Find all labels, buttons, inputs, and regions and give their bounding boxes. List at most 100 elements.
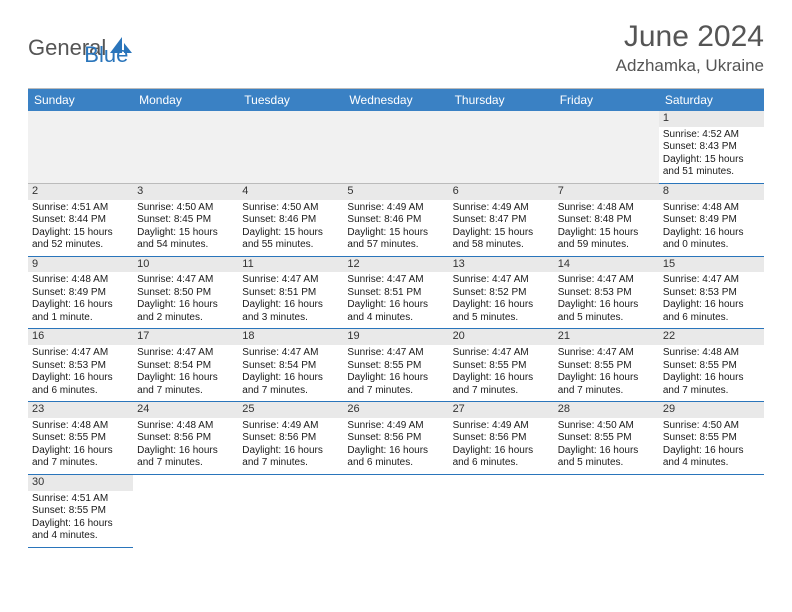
day-info: Sunrise: 4:47 AMSunset: 8:52 PMDaylight:… bbox=[453, 274, 550, 324]
day-number: 30 bbox=[28, 475, 133, 491]
calendar-cell: 16 Sunrise: 4:47 AMSunset: 8:53 PMDayligh… bbox=[28, 329, 133, 402]
location-label: Adzhamka, Ukraine bbox=[616, 56, 764, 76]
day-info: Sunrise: 4:50 AMSunset: 8:45 PMDaylight:… bbox=[137, 202, 234, 252]
day-info: Sunrise: 4:47 AMSunset: 8:53 PMDaylight:… bbox=[558, 274, 655, 324]
day-info: Sunrise: 4:49 AMSunset: 8:56 PMDaylight:… bbox=[347, 420, 444, 470]
day-number: 6 bbox=[449, 184, 554, 200]
day-number: 29 bbox=[659, 402, 764, 418]
calendar-cell: 25 Sunrise: 4:49 AMSunset: 8:56 PMDayligh… bbox=[238, 402, 343, 475]
day-info: Sunrise: 4:51 AMSunset: 8:55 PMDaylight:… bbox=[32, 493, 129, 543]
day-info: Sunrise: 4:48 AMSunset: 8:49 PMDaylight:… bbox=[32, 274, 129, 324]
calendar-cell: 23 Sunrise: 4:48 AMSunset: 8:55 PMDayligh… bbox=[28, 402, 133, 475]
day-number: 9 bbox=[28, 257, 133, 273]
day-info: Sunrise: 4:48 AMSunset: 8:55 PMDaylight:… bbox=[663, 347, 760, 397]
calendar-cell: 11Sunrise: 4:47 AMSunset: 8:51 PMDayligh… bbox=[238, 257, 343, 330]
calendar-cell-empty bbox=[554, 111, 659, 184]
day-info: Sunrise: 4:48 AMSunset: 8:48 PMDaylight:… bbox=[558, 202, 655, 252]
day-number: 24 bbox=[133, 402, 238, 418]
calendar-cell: 22 Sunrise: 4:48 AMSunset: 8:55 PMDayligh… bbox=[659, 329, 764, 402]
day-number: 26 bbox=[343, 402, 448, 418]
calendar-cell: 3 Sunrise: 4:50 AMSunset: 8:45 PMDaylight… bbox=[133, 184, 238, 257]
calendar-cell: 9Sunrise: 4:48 AMSunset: 8:49 PMDaylight… bbox=[28, 257, 133, 330]
day-info: Sunrise: 4:48 AMSunset: 8:49 PMDaylight:… bbox=[663, 202, 760, 252]
day-info: Sunrise: 4:49 AMSunset: 8:56 PMDaylight:… bbox=[453, 420, 550, 470]
day-number: 10 bbox=[133, 257, 238, 273]
weekday-saturday: Saturday bbox=[659, 89, 764, 111]
calendar-cell: 7 Sunrise: 4:48 AMSunset: 8:48 PMDaylight… bbox=[554, 184, 659, 257]
day-number: 21 bbox=[554, 329, 659, 345]
calendar-cell: 8 Sunrise: 4:48 AMSunset: 8:49 PMDaylight… bbox=[659, 184, 764, 257]
calendar-cell: 12Sunrise: 4:47 AMSunset: 8:51 PMDayligh… bbox=[343, 257, 448, 330]
calendar-cell: 17 Sunrise: 4:47 AMSunset: 8:54 PMDayligh… bbox=[133, 329, 238, 402]
day-number: 12 bbox=[343, 257, 448, 273]
day-number: 16 bbox=[28, 329, 133, 345]
logo: General Blue bbox=[28, 28, 128, 68]
calendar-cell: 27 Sunrise: 4:49 AMSunset: 8:56 PMDayligh… bbox=[449, 402, 554, 475]
calendar-cell: 15Sunrise: 4:47 AMSunset: 8:53 PMDayligh… bbox=[659, 257, 764, 330]
calendar-cell-empty bbox=[133, 111, 238, 184]
calendar-cell: 26 Sunrise: 4:49 AMSunset: 8:56 PMDayligh… bbox=[343, 402, 448, 475]
weekday-tuesday: Tuesday bbox=[238, 89, 343, 111]
day-number: 11 bbox=[238, 257, 343, 273]
day-info: Sunrise: 4:47 AMSunset: 8:54 PMDaylight:… bbox=[137, 347, 234, 397]
calendar-cell: 28 Sunrise: 4:50 AMSunset: 8:55 PMDayligh… bbox=[554, 402, 659, 475]
day-info: Sunrise: 4:47 AMSunset: 8:51 PMDaylight:… bbox=[347, 274, 444, 324]
calendar-cell-empty bbox=[343, 111, 448, 184]
day-number: 19 bbox=[343, 329, 448, 345]
day-number: 15 bbox=[659, 257, 764, 273]
calendar-cell: 29 Sunrise: 4:50 AMSunset: 8:55 PMDayligh… bbox=[659, 402, 764, 475]
weekday-wednesday: Wednesday bbox=[343, 89, 448, 111]
day-number: 18 bbox=[238, 329, 343, 345]
calendar-grid: 1 Sunrise: 4:52 AMSunset: 8:43 PMDaylight… bbox=[28, 111, 764, 548]
day-number: 22 bbox=[659, 329, 764, 345]
day-info: Sunrise: 4:47 AMSunset: 8:54 PMDaylight:… bbox=[242, 347, 339, 397]
day-number: 25 bbox=[238, 402, 343, 418]
day-info: Sunrise: 4:50 AMSunset: 8:46 PMDaylight:… bbox=[242, 202, 339, 252]
calendar-cell: 24 Sunrise: 4:48 AMSunset: 8:56 PMDayligh… bbox=[133, 402, 238, 475]
day-number: 8 bbox=[659, 184, 764, 200]
calendar-cell: 10Sunrise: 4:47 AMSunset: 8:50 PMDayligh… bbox=[133, 257, 238, 330]
day-number: 13 bbox=[449, 257, 554, 273]
calendar-cell: 13Sunrise: 4:47 AMSunset: 8:52 PMDayligh… bbox=[449, 257, 554, 330]
day-info: Sunrise: 4:48 AMSunset: 8:56 PMDaylight:… bbox=[137, 420, 234, 470]
day-number: 3 bbox=[133, 184, 238, 200]
calendar-cell: 4 Sunrise: 4:50 AMSunset: 8:46 PMDaylight… bbox=[238, 184, 343, 257]
day-number: 28 bbox=[554, 402, 659, 418]
day-info: Sunrise: 4:50 AMSunset: 8:55 PMDaylight:… bbox=[663, 420, 760, 470]
day-number: 14 bbox=[554, 257, 659, 273]
weekday-sunday: Sunday bbox=[28, 89, 133, 111]
day-number: 7 bbox=[554, 184, 659, 200]
calendar-cell: 18 Sunrise: 4:47 AMSunset: 8:54 PMDayligh… bbox=[238, 329, 343, 402]
day-info: Sunrise: 4:49 AMSunset: 8:47 PMDaylight:… bbox=[453, 202, 550, 252]
calendar-cell: 6 Sunrise: 4:49 AMSunset: 8:47 PMDaylight… bbox=[449, 184, 554, 257]
day-info: Sunrise: 4:47 AMSunset: 8:55 PMDaylight:… bbox=[558, 347, 655, 397]
day-info: Sunrise: 4:47 AMSunset: 8:55 PMDaylight:… bbox=[347, 347, 444, 397]
day-number: 1 bbox=[659, 111, 764, 127]
day-number: 23 bbox=[28, 402, 133, 418]
weekday-friday: Friday bbox=[554, 89, 659, 111]
calendar-cell: 19 Sunrise: 4:47 AMSunset: 8:55 PMDayligh… bbox=[343, 329, 448, 402]
page-title: June 2024 bbox=[616, 20, 764, 54]
calendar-cell: 1 Sunrise: 4:52 AMSunset: 8:43 PMDaylight… bbox=[659, 111, 764, 184]
day-number: 5 bbox=[343, 184, 448, 200]
calendar-cell: 30 Sunrise: 4:51 AMSunset: 8:55 PMDayligh… bbox=[28, 475, 133, 548]
day-info: Sunrise: 4:52 AMSunset: 8:43 PMDaylight:… bbox=[663, 129, 760, 179]
day-info: Sunrise: 4:50 AMSunset: 8:55 PMDaylight:… bbox=[558, 420, 655, 470]
calendar-cell: 2Sunrise: 4:51 AMSunset: 8:44 PMDaylight… bbox=[28, 184, 133, 257]
weekday-thursday: Thursday bbox=[449, 89, 554, 111]
calendar-cell: 5Sunrise: 4:49 AMSunset: 8:46 PMDaylight… bbox=[343, 184, 448, 257]
day-info: Sunrise: 4:49 AMSunset: 8:56 PMDaylight:… bbox=[242, 420, 339, 470]
day-info: Sunrise: 4:48 AMSunset: 8:55 PMDaylight:… bbox=[32, 420, 129, 470]
calendar-cell: 21 Sunrise: 4:47 AMSunset: 8:55 PMDayligh… bbox=[554, 329, 659, 402]
day-number: 4 bbox=[238, 184, 343, 200]
weekday-header-row: Sunday Monday Tuesday Wednesday Thursday… bbox=[28, 89, 764, 111]
calendar-cell-empty bbox=[238, 111, 343, 184]
calendar-cell: 20Sunrise: 4:47 AMSunset: 8:55 PMDayligh… bbox=[449, 329, 554, 402]
calendar-cell-empty bbox=[449, 111, 554, 184]
header: General Blue June 2024 Adzhamka, Ukraine bbox=[28, 20, 764, 76]
day-number: 27 bbox=[449, 402, 554, 418]
day-info: Sunrise: 4:47 AMSunset: 8:53 PMDaylight:… bbox=[32, 347, 129, 397]
day-number: 2 bbox=[28, 184, 133, 200]
day-number: 17 bbox=[133, 329, 238, 345]
calendar-cell: 14Sunrise: 4:47 AMSunset: 8:53 PMDayligh… bbox=[554, 257, 659, 330]
